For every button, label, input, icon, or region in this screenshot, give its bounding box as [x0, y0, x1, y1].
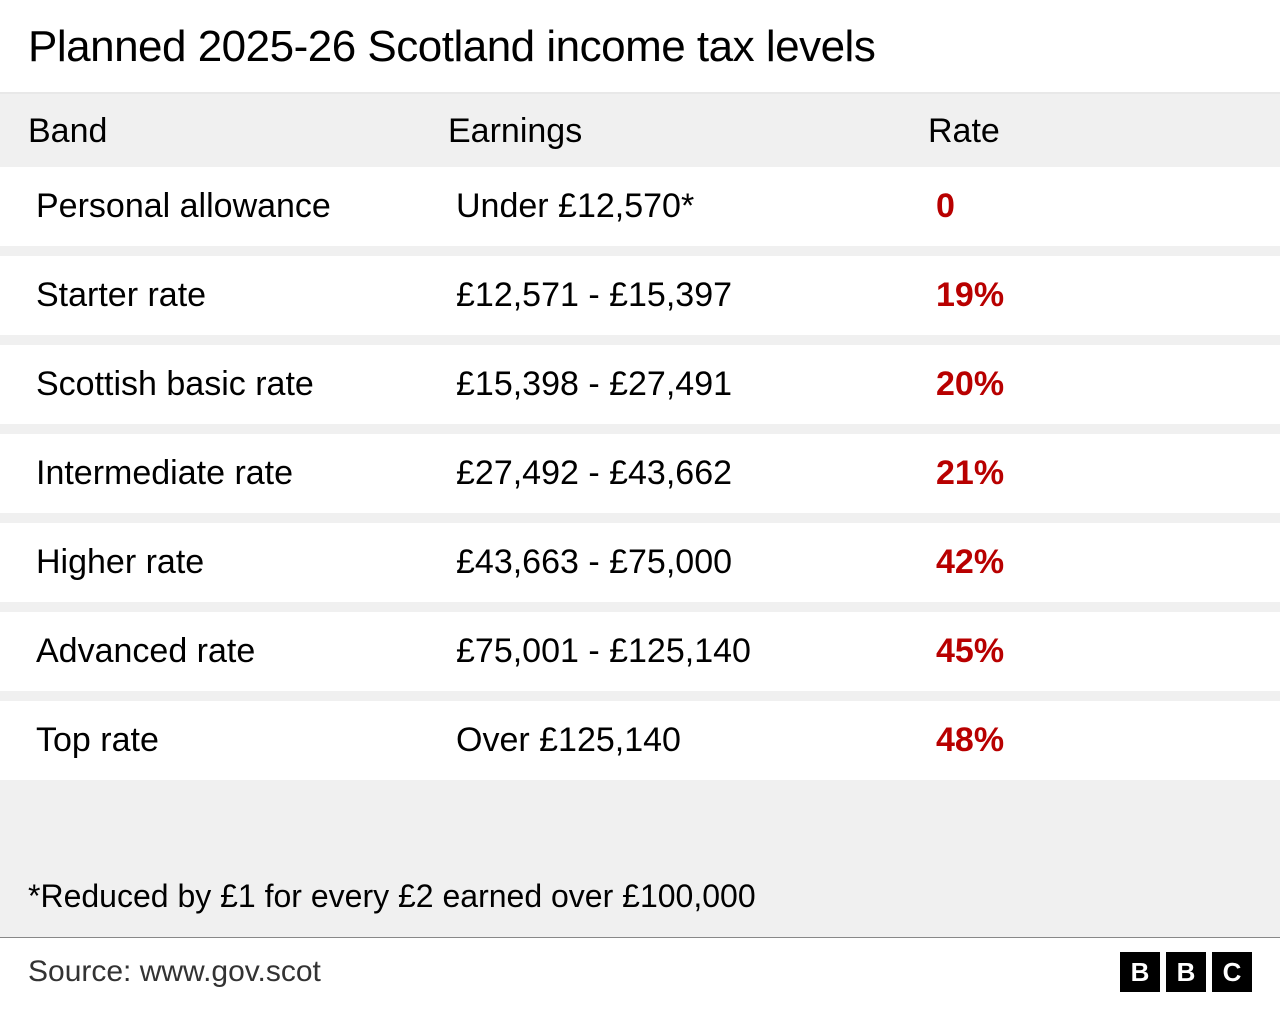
bbc-logo: B B C [1120, 952, 1252, 992]
col-header-rate: Rate [928, 112, 1252, 151]
cell-earnings: £75,001 - £125,140 [456, 632, 936, 671]
table-row: Personal allowance Under £12,570* 0 [0, 167, 1280, 246]
logo-letter: B [1166, 952, 1206, 992]
cell-earnings: £43,663 - £75,000 [456, 543, 936, 582]
table-header: Band Earnings Rate [0, 94, 1280, 167]
cell-rate: 21% [936, 454, 1252, 493]
table-row: Intermediate rate £27,492 - £43,662 21% [0, 434, 1280, 513]
page-title: Planned 2025-26 Scotland income tax leve… [28, 22, 1252, 72]
cell-rate: 42% [936, 543, 1252, 582]
cell-band: Top rate [36, 721, 456, 760]
cell-earnings: £12,571 - £15,397 [456, 276, 936, 315]
table-body: Personal allowance Under £12,570* 0 Star… [0, 167, 1280, 780]
title-bar: Planned 2025-26 Scotland income tax leve… [0, 0, 1280, 94]
cell-band: Starter rate [36, 276, 456, 315]
logo-letter: B [1120, 952, 1160, 992]
cell-earnings: Under £12,570* [456, 187, 936, 226]
table-row: Top rate Over £125,140 48% [0, 701, 1280, 780]
cell-band: Intermediate rate [36, 454, 456, 493]
logo-letter: C [1212, 952, 1252, 992]
source-bar: Source: www.gov.scot B B C [0, 938, 1280, 1010]
table-row: Advanced rate £75,001 - £125,140 45% [0, 612, 1280, 691]
cell-band: Advanced rate [36, 632, 456, 671]
table-row: Scottish basic rate £15,398 - £27,491 20… [0, 345, 1280, 424]
table-row: Starter rate £12,571 - £15,397 19% [0, 256, 1280, 335]
cell-band: Higher rate [36, 543, 456, 582]
cell-earnings: Over £125,140 [456, 721, 936, 760]
footnote-text: *Reduced by £1 for every £2 earned over … [28, 878, 756, 915]
table-row: Higher rate £43,663 - £75,000 42% [0, 523, 1280, 602]
cell-earnings: £27,492 - £43,662 [456, 454, 936, 493]
cell-rate: 20% [936, 365, 1252, 404]
tax-table-container: Planned 2025-26 Scotland income tax leve… [0, 0, 1280, 1010]
cell-band: Personal allowance [36, 187, 456, 226]
cell-rate: 45% [936, 632, 1252, 671]
col-header-band: Band [28, 112, 448, 151]
cell-rate: 19% [936, 276, 1252, 315]
source-text: Source: www.gov.scot [28, 955, 321, 989]
cell-rate: 0 [936, 187, 1252, 226]
col-header-earnings: Earnings [448, 112, 928, 151]
cell-rate: 48% [936, 721, 1252, 760]
footnote-area: *Reduced by £1 for every £2 earned over … [0, 780, 1280, 938]
cell-earnings: £15,398 - £27,491 [456, 365, 936, 404]
cell-band: Scottish basic rate [36, 365, 456, 404]
